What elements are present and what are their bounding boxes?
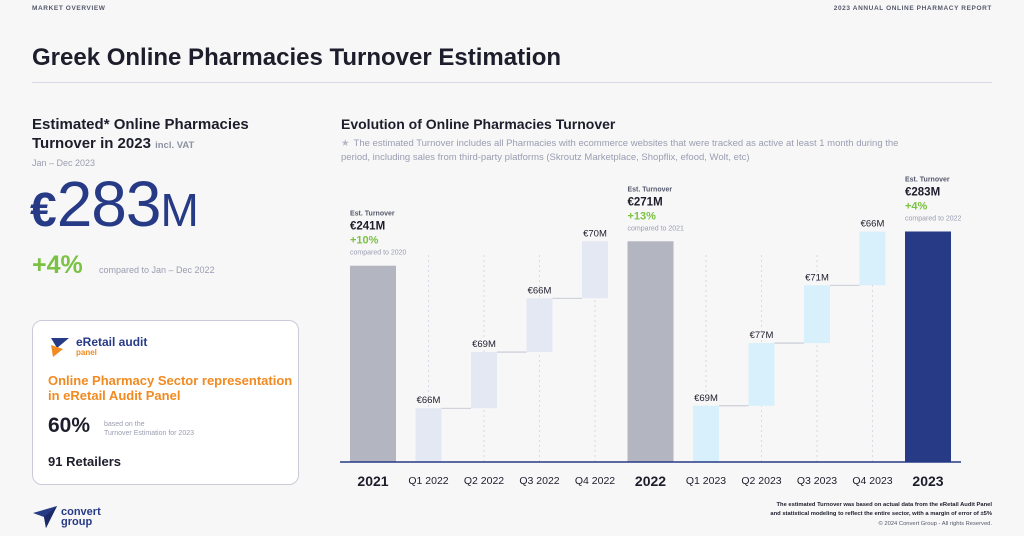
growth-label-2022: +13% — [628, 210, 657, 222]
turnover-currency: € — [30, 184, 57, 237]
tick-label-q4-2023: Q4 2023 — [852, 475, 892, 487]
data-label-q2-2023: €77M — [750, 330, 774, 341]
tick-label-q1-2022: Q1 2022 — [408, 475, 448, 487]
chart-note-text: The estimated Turnover includes all Phar… — [341, 138, 899, 163]
data-label-q2-2022: €69M — [472, 339, 496, 350]
title-divider — [32, 82, 992, 83]
bar-q4-2022 — [582, 241, 608, 299]
panel-share-note-line2: Turnover Estimation for 2023 — [104, 430, 195, 437]
total-header-2022: Est. Turnover — [628, 186, 673, 193]
data-label-q3-2022: €66M — [528, 285, 552, 296]
bar-q4-2023 — [859, 231, 886, 286]
brand-name: convert group — [61, 506, 101, 528]
tick-label-2023: 2023 — [912, 473, 943, 489]
panel-headline: Online Pharmacy Sector representation in… — [48, 373, 293, 403]
tick-label-q3-2023: Q3 2023 — [797, 475, 837, 487]
tick-label-2022: 2022 — [635, 473, 666, 489]
section-label: MARKET OVERVIEW — [32, 5, 106, 12]
growth-label-2023: +4% — [905, 200, 928, 212]
panel-share-note: based on the Turnover Estimation for 202… — [104, 420, 194, 438]
turnover-number: 283 — [56, 168, 162, 240]
footer-note-line2: and statistical modeling to reflect the … — [770, 511, 992, 517]
bar-q2-2023 — [748, 343, 775, 406]
turnover-value: €283M — [30, 172, 199, 236]
panel-logo-text: eRetail audit — [76, 335, 148, 349]
total-header-2021: Est. Turnover — [350, 211, 395, 218]
bar-q1-2022 — [415, 408, 442, 462]
panel-logo-subtext: panel — [76, 348, 97, 357]
star-icon: ★ — [341, 138, 350, 149]
brand-name-line1: convert — [61, 506, 101, 518]
report-label: 2023 ANNUAL ONLINE PHARMACY REPORT — [833, 5, 992, 12]
panel-share: 60% — [48, 414, 91, 437]
summary-heading-suffix: incl. VAT — [155, 140, 195, 151]
bar-2023 — [905, 231, 951, 462]
eretail-logo-icon — [51, 338, 69, 357]
data-label-2023: €283M — [905, 186, 940, 198]
convert-group-logo-icon — [33, 506, 57, 528]
bar-2021 — [350, 265, 396, 462]
copyright: © 2024 Convert Group - All rights Reserv… — [878, 521, 993, 527]
data-label-q1-2022: €66M — [417, 395, 441, 406]
tick-label-q4-2022: Q4 2022 — [575, 475, 615, 487]
page-title: Greek Online Pharmacies Turnover Estimat… — [32, 44, 562, 71]
compared-label-2023: compared to 2022 — [905, 215, 962, 222]
footer-note: The estimated Turnover was based on actu… — [672, 501, 992, 519]
summary-heading: Estimated* Online Pharmacies Turnover in… — [32, 115, 292, 155]
summary-heading-text: Estimated* Online Pharmacies Turnover in… — [32, 116, 249, 152]
tick-label-q2-2022: Q2 2022 — [464, 475, 504, 487]
growth-value: +4% — [32, 251, 83, 279]
panel-retailers: 91 Retailers — [48, 454, 121, 469]
tick-label-2021: 2021 — [357, 473, 388, 489]
bar-q3-2022 — [526, 298, 553, 353]
growth-note: compared to Jan – Dec 2022 — [99, 265, 215, 275]
tick-label-q1-2023: Q1 2023 — [686, 475, 726, 487]
data-label-2022: €271M — [628, 196, 663, 208]
tick-label-q2-2023: Q2 2023 — [741, 475, 781, 487]
data-label-q1-2023: €69M — [694, 393, 718, 404]
bar-2022 — [627, 241, 674, 462]
bar-q3-2023 — [804, 285, 830, 344]
brand-name-line2: group — [61, 516, 93, 528]
data-label-q3-2023: €71M — [805, 272, 829, 283]
compared-label-2022: compared to 2021 — [628, 225, 685, 232]
total-header-2023: Est. Turnover — [905, 176, 950, 183]
chart-note: ★ The estimated Turnover includes all Pha… — [341, 137, 921, 165]
panel-share-note-line1: based on the — [104, 421, 145, 428]
data-label-q4-2023: €66M — [861, 218, 885, 229]
turnover-waterfall-chart: Est. Turnover €241M +10% compared to 2020 20… — [340, 176, 962, 489]
data-label-q4-2022: €70M — [583, 228, 607, 239]
bar-q1-2023 — [693, 405, 719, 462]
growth-label-2021: +10% — [350, 235, 379, 247]
compared-label-2021: compared to 2020 — [350, 250, 407, 257]
chart-title: Evolution of Online Pharmacies Turnover — [341, 116, 616, 132]
tick-label-q3-2022: Q3 2022 — [519, 475, 559, 487]
summary-period: Jan – Dec 2023 — [32, 158, 96, 168]
turnover-unit: M — [160, 184, 199, 236]
panel-card: eRetail audit panel Online Pharmacy Sect… — [32, 320, 299, 485]
bar-q2-2022 — [471, 352, 497, 409]
footer-note-line1: The estimated Turnover was based on actu… — [776, 502, 992, 508]
data-label-2021: €241M — [350, 221, 385, 233]
